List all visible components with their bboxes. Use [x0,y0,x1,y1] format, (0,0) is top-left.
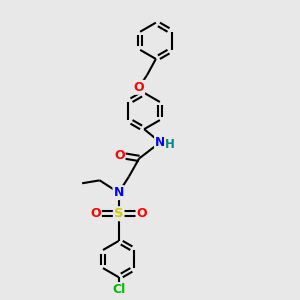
Text: H: H [165,138,175,151]
Text: O: O [90,207,101,220]
Text: O: O [114,149,124,162]
Text: O: O [134,81,144,94]
Text: Cl: Cl [112,283,125,296]
Text: O: O [136,207,147,220]
Text: S: S [114,207,124,220]
Text: N: N [113,186,124,199]
Text: N: N [155,136,165,149]
